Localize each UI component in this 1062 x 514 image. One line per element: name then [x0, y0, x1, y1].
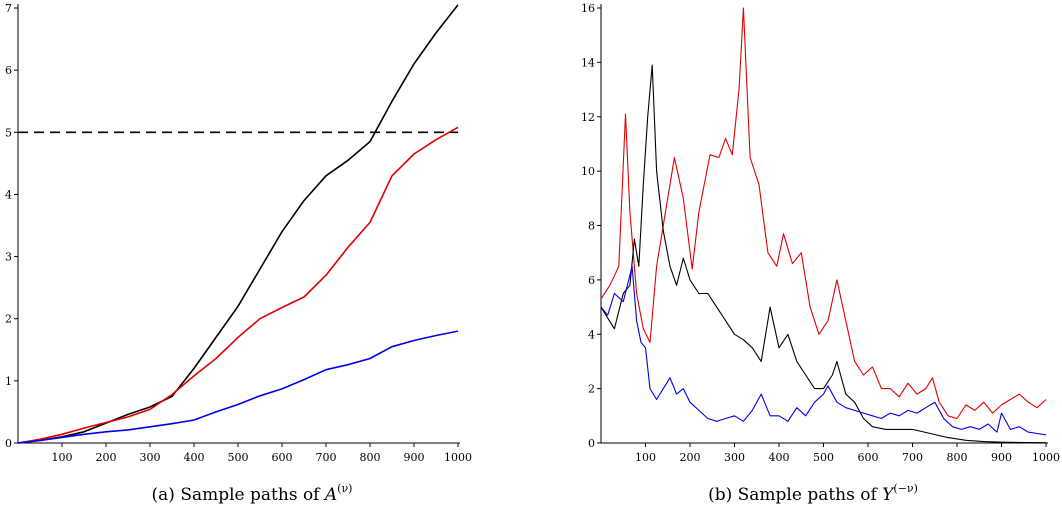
- x-tick-label: 200: [96, 451, 117, 464]
- y-tick-label: 1: [5, 375, 12, 388]
- x-tick-label: 600: [858, 451, 879, 464]
- series-line: [600, 265, 1047, 436]
- caption-a: (a) Sample paths of A(ν): [152, 482, 353, 505]
- x-tick-label: 500: [228, 451, 249, 464]
- y-tick-label: 16: [581, 2, 595, 15]
- y-tick-label: 8: [588, 220, 595, 233]
- chart-b: 0 2 4 6 8 10 12 14 16 100 200 300 400 500 600 700 800 900…: [581, 2, 1060, 464]
- x-tick-label: 800: [947, 451, 968, 464]
- y-tick-label: 4: [588, 328, 595, 341]
- x-tick-label: 300: [724, 451, 745, 464]
- caption-b: (b) Sample paths of Y(−ν): [708, 482, 918, 505]
- x-tick-label: 400: [184, 451, 205, 464]
- x-tick-label: 800: [360, 451, 381, 464]
- y-tick-label: 2: [588, 383, 595, 396]
- y-tick-label: 0: [588, 437, 595, 450]
- y-tick-label: 5: [5, 126, 12, 139]
- chart-a: 0 1 2 3 4 5 6 7 100 200 300 400 500 600 700 800 900 1000: [5, 2, 472, 464]
- x-tick-label: 700: [316, 451, 337, 464]
- x-tick-label: 900: [404, 451, 425, 464]
- series-line: [17, 4, 459, 444]
- x-tick-label: 100: [635, 451, 656, 464]
- y-tick-label: 2: [5, 313, 12, 326]
- x-tick-label: 900: [991, 451, 1012, 464]
- y-tick-label: 6: [5, 64, 12, 77]
- y-tick-label: 3: [5, 251, 12, 264]
- y-tick-label: 14: [581, 56, 595, 69]
- x-tick-label: 1000: [444, 451, 472, 464]
- x-tick-label: 200: [680, 451, 701, 464]
- x-tick-label: 100: [52, 451, 73, 464]
- x-tick-label: 400: [769, 451, 790, 464]
- y-tick-label: 10: [581, 165, 595, 178]
- x-tick-label: 300: [140, 451, 161, 464]
- x-tick-label: 500: [813, 451, 834, 464]
- y-tick-label: 6: [588, 274, 595, 287]
- x-tick-label: 1000: [1032, 451, 1060, 464]
- x-tick-label: 600: [272, 451, 293, 464]
- series-line: [17, 126, 459, 444]
- series-line: [17, 330, 459, 444]
- y-tick-label: 12: [581, 111, 595, 124]
- y-tick-label: 4: [5, 188, 12, 201]
- y-tick-label: 7: [5, 2, 12, 15]
- series-line: [600, 64, 1047, 444]
- series-line: [600, 7, 1047, 420]
- x-tick-label: 700: [902, 451, 923, 464]
- y-tick-label: 0: [5, 437, 12, 450]
